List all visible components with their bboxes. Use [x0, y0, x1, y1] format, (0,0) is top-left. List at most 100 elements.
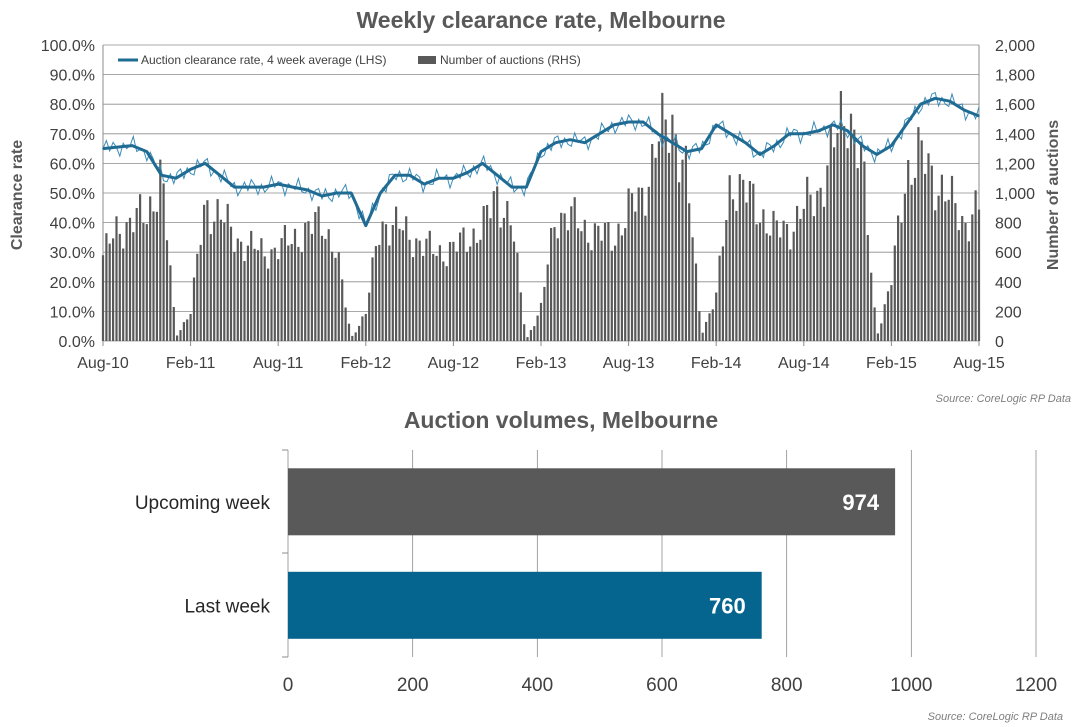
chart1-x-tick-label: Feb-13: [516, 355, 567, 372]
auction-bar: [614, 245, 617, 341]
auction-bar: [526, 337, 529, 341]
auction-bar: [128, 217, 132, 341]
clearance-rate-point: [919, 103, 922, 105]
auction-bar: [155, 211, 158, 341]
chart1-left-tick-label: 40.0%: [50, 216, 95, 233]
clearance-rate-point: [467, 171, 469, 174]
auction-bar: [334, 257, 337, 341]
auction-bar: [812, 216, 815, 341]
chart2-title: Auction volumes, Melbourne: [404, 407, 718, 433]
chart1-left-tick-label: 20.0%: [50, 275, 95, 292]
auction-bar: [809, 194, 812, 341]
auction-bar: [772, 210, 775, 341]
auction-bar: [206, 200, 209, 341]
auction-bar: [624, 228, 627, 341]
clearance-rate-point: [832, 124, 834, 126]
volume-category-label: Last week: [184, 596, 270, 617]
auction-bar: [327, 229, 330, 341]
auction-bar: [853, 129, 856, 341]
auction-bar: [273, 247, 276, 341]
auction-bar: [277, 259, 280, 341]
auction-bar: [246, 245, 249, 341]
auction-bar: [236, 238, 239, 341]
auction-bar: [482, 206, 485, 341]
chart1-x-tick-label: Aug-14: [778, 355, 830, 372]
auction-bar: [448, 242, 452, 341]
chart1-x-tick-label: Aug-12: [428, 355, 480, 372]
chart2-category-labels: Upcoming week Last week: [135, 493, 271, 618]
auction-bar: [570, 206, 573, 341]
chart1-x-tick-label: Feb-15: [866, 355, 917, 372]
auction-bar: [903, 193, 906, 341]
auction-bar: [900, 222, 903, 341]
clearance-rate-point: [627, 121, 630, 123]
clearance-rate-point: [306, 189, 309, 191]
auction-bar: [762, 209, 765, 341]
auction-bar: [455, 251, 458, 341]
auction-bar: [496, 186, 499, 341]
auction-bar: [940, 174, 943, 341]
auction-bar: [445, 266, 448, 341]
clearance-rate-point: [730, 133, 732, 135]
chart1-left-tick-label: 0.0%: [59, 334, 95, 351]
auction-bar: [560, 212, 563, 341]
auction-bar: [667, 152, 671, 341]
auction-bar: [691, 237, 694, 341]
auction-bar: [836, 133, 839, 341]
clearance-rate-point: [876, 153, 878, 156]
auction-bar: [806, 176, 809, 341]
chart1-right-tick-label: 400: [995, 275, 1022, 292]
clearance-rate-point: [744, 141, 747, 144]
clearance-rate-point: [700, 147, 703, 150]
auction-bar: [802, 208, 805, 341]
auction-bar: [573, 197, 576, 341]
clearance-rate-point: [379, 192, 382, 194]
clearance-rate-point: [292, 186, 294, 188]
chart2-x-tick-label: 400: [521, 675, 553, 696]
auction-bar: [627, 188, 630, 341]
auction-bar: [368, 292, 371, 341]
auction-bar: [324, 238, 327, 341]
chart1-right-tick-label: 0: [995, 334, 1004, 351]
auction-bar: [516, 252, 519, 341]
auction-bar: [209, 234, 212, 341]
auction-bar: [883, 304, 886, 341]
auction-bar: [512, 241, 516, 341]
chart1-x-tick-label: Feb-12: [340, 355, 391, 372]
auction-bar: [422, 255, 425, 341]
auction-bar: [118, 233, 121, 341]
auction-bar: [192, 277, 196, 341]
clearance-rate-point: [102, 147, 104, 150]
chart1-x-ticks: Aug-10 Feb-11 Aug-11 Feb-12 Aug-12 Feb-13 Aug-…: [77, 341, 1005, 372]
chart1-x-tick-label: Aug-13: [603, 355, 655, 372]
auction-bar: [125, 222, 128, 341]
auction-bar: [317, 206, 320, 341]
auction-bar: [684, 145, 687, 341]
auction-bar: [799, 218, 802, 341]
clearance-rate-point: [846, 130, 849, 132]
auction-bar: [425, 238, 428, 341]
clearance-rate-point: [671, 141, 674, 144]
auction-bar: [755, 224, 758, 341]
auction-bar: [358, 325, 361, 341]
clearance-rate-point: [584, 141, 586, 144]
clearance-rate-point: [189, 168, 192, 171]
auction-bar: [705, 321, 708, 341]
clearance-rate-point: [978, 115, 980, 117]
auction-bar: [472, 228, 475, 341]
auction-bar: [950, 175, 954, 341]
auction-bar: [384, 224, 388, 341]
auction-bar: [630, 193, 634, 341]
auction-bar: [765, 233, 768, 341]
auction-bar: [145, 224, 148, 341]
auction-bar: [910, 184, 913, 341]
auction-bar: [967, 241, 970, 341]
auction-bar: [971, 214, 974, 341]
chart2-x-tick-label: 800: [771, 675, 803, 696]
auction-bar: [203, 204, 206, 341]
auction-bar: [897, 215, 900, 341]
chart1-left-ticks: 0.0% 10.0% 20.0% 30.0% 40.0% 50.0% 60.0% 70.0% 8…: [41, 38, 95, 351]
auction-bar: [954, 203, 957, 341]
clearance-rate-point: [423, 183, 426, 185]
auction-bar: [977, 209, 981, 341]
